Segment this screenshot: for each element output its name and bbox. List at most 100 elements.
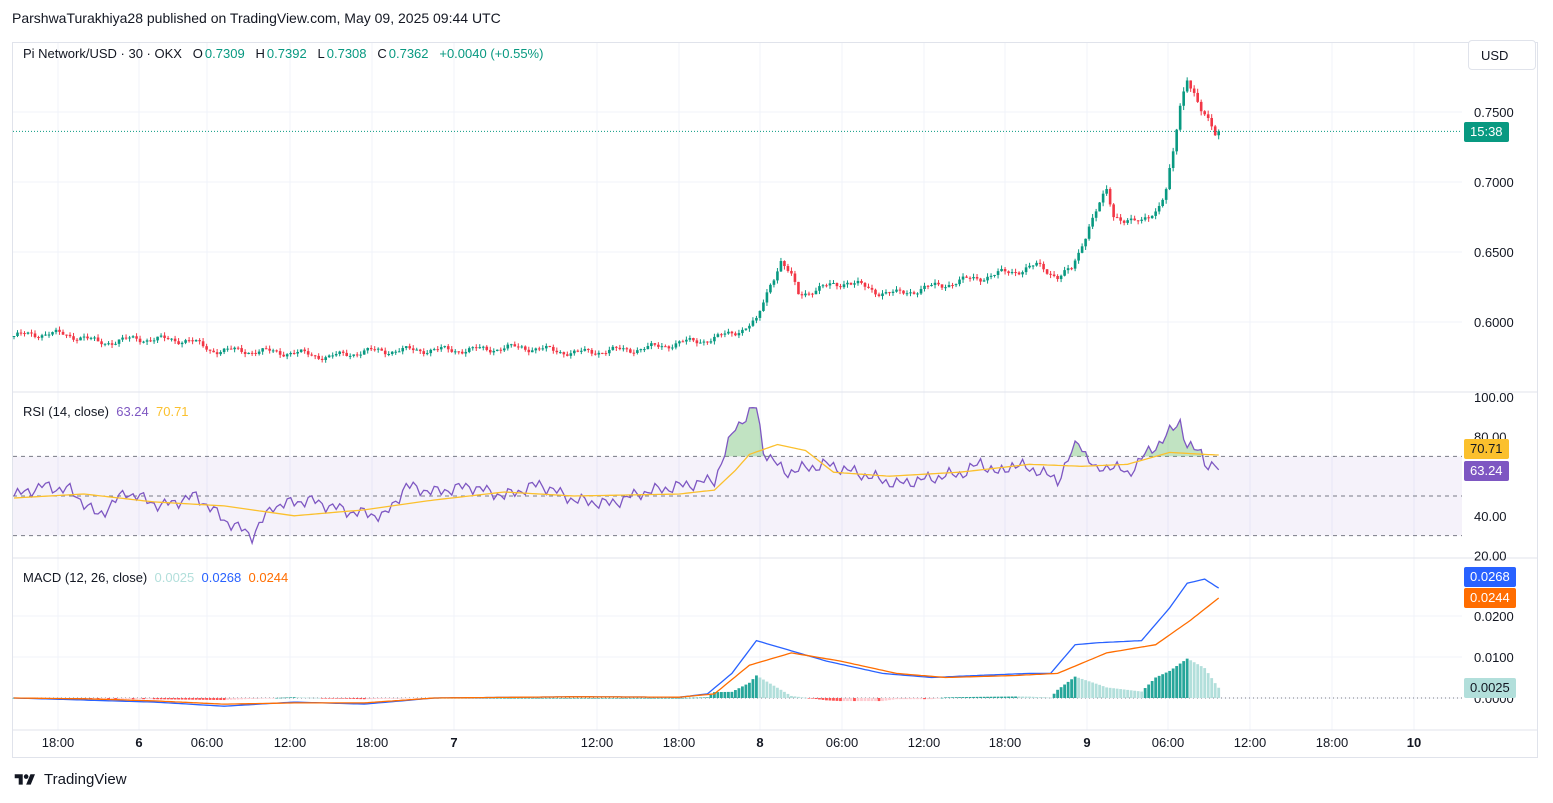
- candle-body: [530, 350, 534, 353]
- low-value: 0.7308: [326, 46, 367, 61]
- candle-body: [842, 284, 846, 288]
- rsi-value: 63.24: [116, 404, 149, 419]
- price-axis-tick: 0.6000: [1474, 315, 1514, 330]
- candle-body: [713, 336, 716, 342]
- macd-histogram-bar: [373, 698, 377, 700]
- candle-body: [716, 334, 720, 337]
- macd-histogram-bar: [317, 697, 321, 699]
- candle-body: [1119, 217, 1122, 221]
- macd-histogram-bar: [530, 698, 534, 699]
- candle-body: [156, 336, 159, 341]
- macd-histogram-bar: [282, 697, 286, 699]
- macd-histogram-bar: [226, 698, 230, 700]
- candle-body: [611, 346, 615, 350]
- macd-histogram-bar: [492, 698, 496, 699]
- macd-histogram-bar: [663, 698, 667, 699]
- macd-histogram-bar: [677, 698, 681, 699]
- macd-histogram-bar: [187, 698, 191, 700]
- macd-histogram-bar: [646, 698, 650, 699]
- macd-histogram-bar: [541, 698, 545, 699]
- macd-histogram-bar: [1091, 682, 1095, 698]
- candle-body: [597, 352, 601, 355]
- candle-body: [264, 348, 268, 350]
- macd-histogram-bar: [177, 698, 180, 700]
- candle-body: [860, 280, 863, 284]
- candle-body: [369, 348, 373, 350]
- macd-histogram-bar: [523, 698, 527, 699]
- candle-body: [282, 354, 285, 357]
- candle-body: [215, 352, 219, 355]
- candle-body: [362, 350, 366, 355]
- candle-body: [1175, 129, 1178, 152]
- macd-histogram-bar: [832, 698, 835, 701]
- candle-body: [317, 355, 320, 359]
- candle-body: [783, 261, 786, 267]
- signal-value: 0.0244: [248, 570, 289, 585]
- macd-histogram-bar: [264, 698, 268, 699]
- candle-body: [671, 347, 674, 349]
- candle-body: [828, 283, 832, 286]
- candle-body: [222, 348, 226, 353]
- macd-histogram-bar: [1178, 663, 1182, 698]
- macd-histogram-bar: [930, 698, 933, 700]
- macd-histogram-bar: [982, 696, 986, 698]
- candle-body: [737, 333, 741, 336]
- macd-histogram-bar: [296, 697, 300, 698]
- candle-body: [1080, 246, 1084, 253]
- macd-histogram-bar: [310, 697, 314, 699]
- candle-body: [1178, 105, 1182, 130]
- rsi-axis-tick: 20.00: [1474, 548, 1507, 563]
- candle-body: [467, 348, 471, 352]
- footer-brand[interactable]: TradingView: [12, 771, 127, 788]
- macd-histogram-bar: [565, 698, 569, 699]
- candle-body: [1189, 80, 1192, 89]
- candle-body: [541, 348, 545, 350]
- macd-histogram-bar: [268, 698, 272, 699]
- candle-body: [1122, 220, 1126, 223]
- candle-body: [1014, 272, 1017, 274]
- macd-tag: 0.0268: [1464, 567, 1516, 587]
- currency-selector[interactable]: USD: [1468, 40, 1536, 70]
- candle-body: [100, 341, 103, 345]
- macd-histogram-bar: [1003, 696, 1007, 698]
- macd-histogram-bar: [306, 697, 310, 699]
- candle-body: [65, 334, 68, 336]
- candle-body: [422, 351, 426, 355]
- macd-histogram-bar: [275, 697, 279, 699]
- footer-brand-label: TradingView: [44, 771, 127, 788]
- macd-histogram-bar: [583, 698, 587, 699]
- macd-histogram-bar: [751, 679, 755, 698]
- candle-body: [769, 284, 772, 293]
- candle-body: [82, 336, 86, 338]
- candle-body: [835, 282, 839, 287]
- candle-body: [117, 339, 121, 344]
- macd-histogram-bar: [1052, 693, 1056, 698]
- low-label: L: [317, 46, 325, 61]
- candle-body: [807, 293, 811, 295]
- candle-body: [324, 357, 327, 360]
- macd-histogram-bar: [625, 698, 629, 699]
- candle-body: [814, 290, 818, 295]
- macd-histogram-bar: [1143, 688, 1147, 698]
- candle-body: [755, 317, 758, 321]
- candle-body: [51, 332, 54, 335]
- candle-body: [110, 343, 114, 345]
- candle-body: [40, 335, 44, 338]
- macd-histogram-bar: [334, 698, 338, 699]
- candle-body: [702, 341, 706, 343]
- candle-body: [1052, 274, 1056, 277]
- candle-body: [516, 346, 520, 348]
- candle-body: [1143, 217, 1147, 220]
- macd-histogram-bar: [1206, 673, 1210, 698]
- candle-body: [1024, 267, 1028, 273]
- candle-body: [793, 273, 797, 282]
- macd-histogram-bar: [327, 698, 331, 699]
- candle-body: [632, 352, 636, 354]
- macd-histogram-bar: [779, 689, 783, 698]
- macd-histogram-bar: [688, 697, 692, 699]
- macd-histogram-bar: [933, 698, 937, 699]
- price-axis-tick: 0.6500: [1474, 245, 1514, 260]
- macd-histogram-bar: [996, 696, 1000, 698]
- macd-histogram-bar: [1031, 696, 1035, 698]
